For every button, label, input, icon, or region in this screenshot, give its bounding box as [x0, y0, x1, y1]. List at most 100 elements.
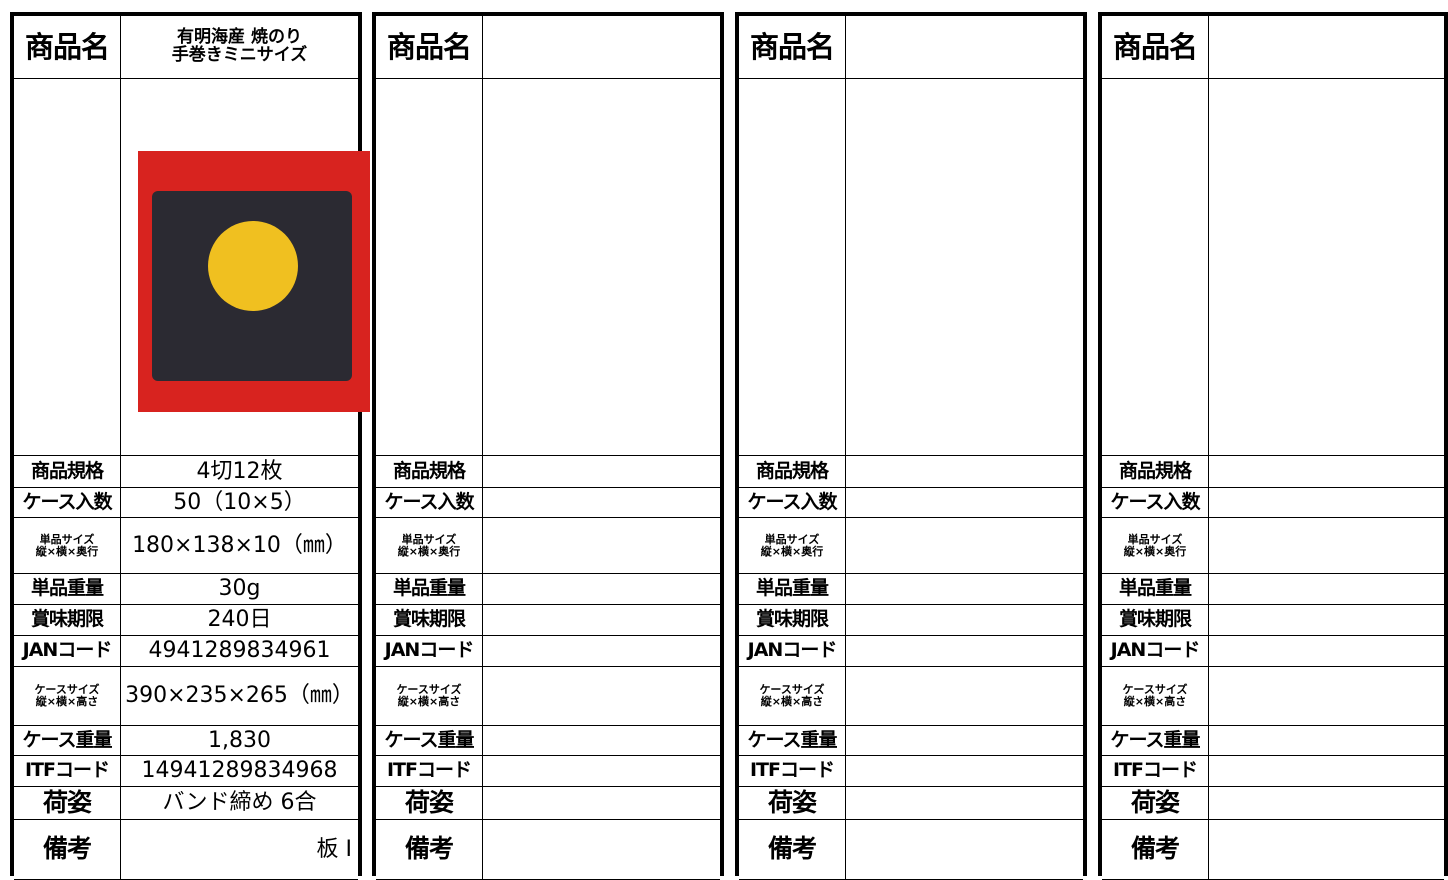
name-label: 商品名 [1102, 16, 1209, 79]
product-card: 商品名商品規格 ケース入数 単品サイズ 縦×横×奥行 単品重量 賞味期限 JANコード ケー… [1098, 12, 1448, 880]
name-label: 商品名 [14, 16, 121, 79]
row-value [846, 456, 1083, 488]
row-value: 50（10×5） [121, 488, 358, 518]
row-value [1209, 667, 1444, 726]
row-value [1209, 605, 1444, 636]
row-value [846, 787, 1083, 820]
row-label: ITFコード [376, 756, 483, 787]
row-value [483, 605, 720, 636]
row-label: 単品重量 [1102, 574, 1209, 605]
image-cell [1209, 79, 1444, 456]
row-label: 荷姿 [14, 787, 121, 820]
row-label: 単品サイズ 縦×横×奥行 [1102, 518, 1209, 574]
row-label: 備考 [14, 820, 121, 880]
row-value: 180×138×10（㎜） [121, 518, 358, 574]
row-value [846, 488, 1083, 518]
row-value [846, 574, 1083, 605]
row-value [1209, 820, 1444, 880]
photo-logo [208, 221, 298, 311]
row-label: ケース重量 [739, 726, 846, 756]
row-label: ケース重量 [376, 726, 483, 756]
row-value [483, 726, 720, 756]
row-label: ケース入数 [14, 488, 121, 518]
name-label: 商品名 [739, 16, 846, 79]
row-label: ケース入数 [376, 488, 483, 518]
row-label: ITFコード [1102, 756, 1209, 787]
row-value: 板 I [121, 820, 358, 880]
row-label: 単品サイズ 縦×横×奥行 [739, 518, 846, 574]
row-value [846, 636, 1083, 667]
row-value [846, 518, 1083, 574]
row-label: ケース重量 [14, 726, 121, 756]
row-label: ケースサイズ 縦×横×高さ [376, 667, 483, 726]
row-label: 備考 [1102, 820, 1209, 880]
row-value: バンド締め 6合 [121, 787, 358, 820]
image-label-cell [1102, 79, 1209, 456]
product-card: 商品名 有明海産 焼のり 手巻きミニサイズ商品規格 4切12枚 ケース入数 50（10×… [10, 12, 362, 880]
product-photo [138, 151, 370, 412]
row-value [1209, 488, 1444, 518]
row-value [483, 756, 720, 787]
row-label: 商品規格 [1102, 456, 1209, 488]
row-value [846, 756, 1083, 787]
row-value [483, 667, 720, 726]
product-name [846, 16, 1083, 79]
row-label: 商品規格 [739, 456, 846, 488]
row-label: 賞味期限 [14, 605, 121, 636]
row-label: 商品規格 [14, 456, 121, 488]
row-label: ケース入数 [1102, 488, 1209, 518]
row-value [483, 574, 720, 605]
image-cell [846, 79, 1083, 456]
row-value: 390×235×265（㎜） [121, 667, 358, 726]
product-card: 商品名 商品規格 ケース入数 単品サイズ 縦×横×奥行 単品重量 賞味期限 JANコード ケー… [372, 12, 724, 880]
row-value: 14941289834968 [121, 756, 358, 787]
row-label: 賞味期限 [1102, 605, 1209, 636]
row-label: 備考 [376, 820, 483, 880]
row-label: ケースサイズ 縦×横×高さ [1102, 667, 1209, 726]
row-value [846, 605, 1083, 636]
row-value [846, 667, 1083, 726]
row-label: ケース入数 [739, 488, 846, 518]
row-label: ケースサイズ 縦×横×高さ [14, 667, 121, 726]
row-value [1209, 726, 1444, 756]
row-value [483, 488, 720, 518]
row-label: JANコード [739, 636, 846, 667]
row-label: 荷姿 [1102, 787, 1209, 820]
product-name: 有明海産 焼のり 手巻きミニサイズ [121, 16, 358, 79]
row-value [1209, 518, 1444, 574]
name-label: 商品名 [376, 16, 483, 79]
image-label-cell [14, 79, 121, 456]
row-label: 単品重量 [739, 574, 846, 605]
row-label: 単品重量 [376, 574, 483, 605]
row-label: ケース重量 [1102, 726, 1209, 756]
row-value [1209, 787, 1444, 820]
row-label: 単品サイズ 縦×横×奥行 [376, 518, 483, 574]
row-label: 荷姿 [739, 787, 846, 820]
product-card: 商品名 商品規格 ケース入数 単品サイズ 縦×横×奥行 単品重量 賞味期限 JANコード ケー… [735, 12, 1087, 880]
row-value [846, 820, 1083, 880]
row-label: 備考 [739, 820, 846, 880]
row-value: 4941289834961 [121, 636, 358, 667]
row-value [483, 787, 720, 820]
row-label: 単品サイズ 縦×横×奥行 [14, 518, 121, 574]
row-label: ITFコード [14, 756, 121, 787]
row-value [483, 518, 720, 574]
row-value [483, 820, 720, 880]
row-label: JANコード [14, 636, 121, 667]
image-cell [121, 79, 358, 456]
row-value [1209, 636, 1444, 667]
image-label-cell [376, 79, 483, 456]
row-value [1209, 456, 1444, 488]
row-label: JANコード [376, 636, 483, 667]
row-label: JANコード [1102, 636, 1209, 667]
row-value [1209, 756, 1444, 787]
row-value: 240日 [121, 605, 358, 636]
row-label: ケースサイズ 縦×横×高さ [739, 667, 846, 726]
row-label: 荷姿 [376, 787, 483, 820]
product-name [483, 16, 720, 79]
row-label: 賞味期限 [376, 605, 483, 636]
row-value [846, 726, 1083, 756]
row-value: 4切12枚 [121, 456, 358, 488]
row-value [483, 636, 720, 667]
